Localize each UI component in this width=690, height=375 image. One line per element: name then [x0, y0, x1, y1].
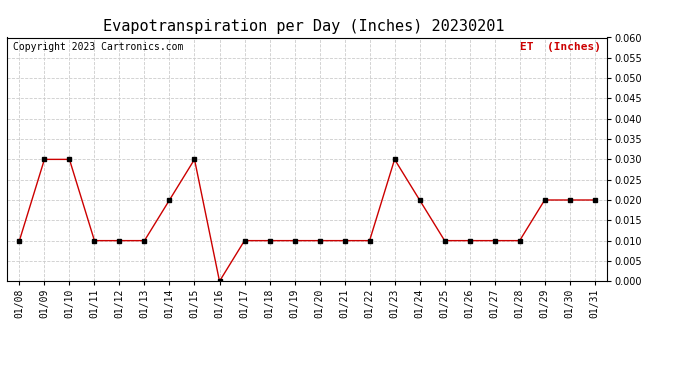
Text: Evapotranspiration per Day (Inches) 20230201: Evapotranspiration per Day (Inches) 2023…	[103, 19, 504, 34]
Text: ET  (Inches): ET (Inches)	[520, 42, 601, 52]
Text: Copyright 2023 Cartronics.com: Copyright 2023 Cartronics.com	[13, 42, 184, 52]
